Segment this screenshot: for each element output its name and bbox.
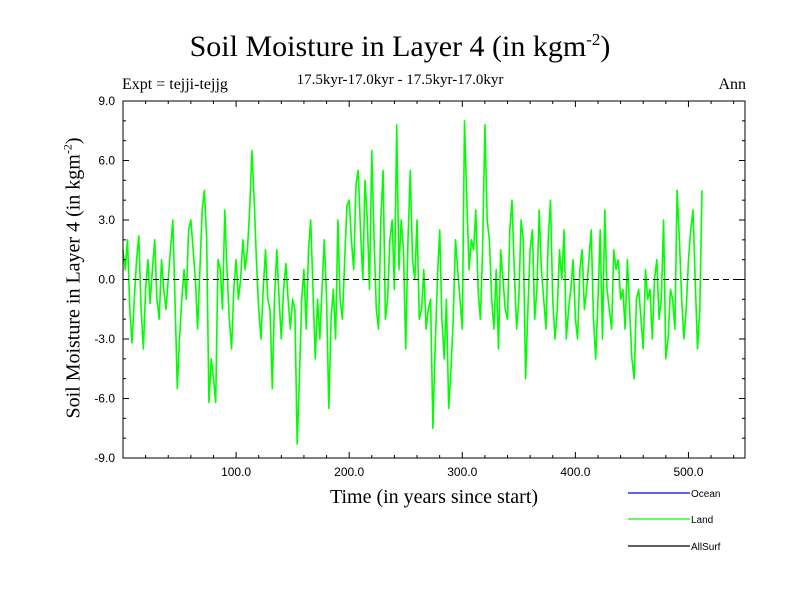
y-tick-label: -9.0 — [94, 451, 115, 465]
y-tick-label: 0.0 — [98, 273, 115, 287]
x-tick-label: 400.0 — [560, 465, 590, 479]
legend-label-allsurf: AllSurf — [691, 542, 721, 553]
legend-label-ocean: Ocean — [691, 489, 720, 500]
x-tick-label: 100.0 — [221, 465, 251, 479]
y-tick-label: 9.0 — [98, 94, 115, 108]
x-axis-label: Time (in years since start) — [329, 486, 539, 508]
y-tick-label: 3.0 — [98, 213, 115, 227]
experiment-label: Expt = tejji-tejjg — [122, 76, 228, 93]
legend-label-land: Land — [691, 515, 713, 526]
chart-title: Soil Moisture in Layer 4 (in kgm-2) — [189, 30, 611, 63]
legend: Ocean Land AllSurf — [628, 489, 721, 553]
x-tick-label: 500.0 — [673, 465, 703, 479]
series-line-land — [122, 120, 703, 445]
x-tick-label: 200.0 — [334, 465, 364, 479]
axis-layer: 9.0 6.0 3.0 0.0 -3.0 -6.0 -9.0 100.0 200.0 300.0 4… — [94, 94, 745, 479]
series-layer — [122, 120, 703, 445]
season-label: Ann — [718, 76, 746, 93]
y-tick-label: -6.0 — [94, 392, 115, 406]
y-tick-label: -3.0 — [94, 332, 115, 346]
x-tick-label: 300.0 — [447, 465, 477, 479]
chart-subtitle: 17.5kyr-17.0kyr - 17.5kyr-17.0kyr — [296, 72, 504, 88]
y-tick-label: 6.0 — [98, 154, 115, 168]
